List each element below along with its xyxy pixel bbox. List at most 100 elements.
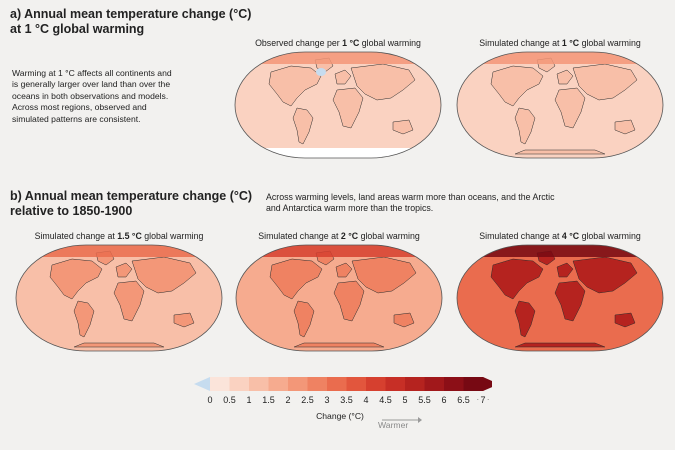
caption-text: Simulated change at [479,38,562,48]
section-b-title: b) Annual mean temperature change (°C) r… [10,189,252,219]
colorbar-tick-label: 0 [207,395,213,405]
continent-outline [269,258,323,300]
section-a-desc-line: simulated patterns are consistent. [12,113,141,124]
colorbar-segment [327,377,347,391]
colorbar-tick-label: 3.5 [340,395,353,405]
continent-outline [556,262,574,278]
map-border [15,244,223,352]
colorbar-segment [288,377,308,391]
colorbar-segment [463,377,484,391]
world-map-observed-1c [234,51,442,159]
world-map-simulated-1c [456,51,664,159]
continent-outline [554,280,586,322]
map-border [456,51,664,159]
colorbar-tick-label: 2.5 [301,395,314,405]
colorbar-segment [346,377,367,391]
warmer-arrow-icon [382,417,422,423]
arctic-band [457,245,663,257]
colorbar-tick-label: 6.5 [457,395,470,405]
caption-text: Simulated change at [34,231,118,241]
caption-level: 4 °C [561,231,580,241]
map-border [456,244,664,352]
continent-outline [514,107,536,145]
continent-outline [572,256,638,294]
colorbar-tick-label: 1.5 [262,395,275,405]
map-caption-simulated-2c: Simulated change at 2 °C global warming [234,231,444,241]
caption-text: global warming [359,38,421,48]
colorbar-segment [366,377,386,391]
section-a-description: Warming at 1 °C affects all continents a… [12,68,172,125]
continent-outline [351,256,417,294]
continent-outline [350,63,416,101]
colorbar-segment [210,377,230,391]
map-caption-simulated-1c: Simulated change at 1 °C global warming [455,38,665,48]
colorbar-segment [268,377,289,391]
continent-outline [514,300,536,338]
colorbar-tick-label: 4.5 [379,395,392,405]
section-a-title-line2: at 1 °C global warming [10,22,145,36]
world-map-simulated-2c [235,244,443,352]
map-caption-simulated-1-5c: Simulated change at 1.5 °C global warmin… [14,231,224,241]
colorbar-tick-label: 6 [441,395,447,405]
continent-outline [335,262,353,278]
colorbar [194,377,492,391]
colorbar-segment [405,377,425,391]
colorbar-segment [307,377,328,391]
caption-text: Simulated change at [479,231,562,241]
no-data-region [235,148,441,158]
continent-outline [293,342,385,348]
colorbar-segment [385,377,406,391]
section-a-desc-line: is generally larger over land than over … [12,79,171,90]
map-border [234,51,442,159]
continent-outline [131,256,197,294]
continent-outline [334,69,352,85]
continent-outline [292,107,314,145]
section-b-description: Across warming levels, land areas warm m… [266,192,554,215]
continent-outline [490,258,544,300]
continent-outline [293,300,315,338]
caption-text: global warming [579,231,641,241]
continent-outline [173,312,195,328]
section-a-desc-line: Warming at 1 °C affects all continents a… [12,68,172,78]
section-a-desc-line: Across most regions, observed and [12,102,147,113]
continent-outline [332,87,364,129]
caption-text: global warming [141,231,204,241]
colorbar-segment [444,377,464,391]
continent-outline [115,262,133,278]
arctic-band [236,245,442,257]
colorbar-positive-arrow [483,377,492,391]
section-b-title-line1: b) Annual mean temperature change (°C) [10,189,253,203]
caption-text: Observed change per [255,38,343,48]
colorbar-tick-label: 2 [285,395,291,405]
map-border [235,244,443,352]
continent-outline [392,119,414,135]
cooling-patch [316,68,326,76]
colorbar-label: Change (°C) [316,411,364,421]
caption-level: 1 °C [561,38,580,48]
colorbar-tick-label: 5 [402,395,408,405]
caption-level: 1 °C [342,38,360,48]
colorbar-tick-label: 7 [480,395,486,405]
colorbar-tick-label: 5.5 [418,395,431,405]
colorbar-dots: · · · [476,394,490,404]
arctic-band [457,52,663,64]
continent-outline [514,149,606,155]
continent-outline [614,312,636,328]
colorbar-tick-label: 0.5 [223,395,236,405]
colorbar-tick-label: 1 [246,395,252,405]
continent-outline [333,280,365,322]
section-b-title-line2: relative to 1850-1900 [10,204,133,218]
colorbar-tick-label: 4 [363,395,369,405]
arctic-band [16,245,222,257]
colorbar-negative-arrow [194,377,210,391]
continent-outline [514,342,606,348]
caption-level: 2 °C [340,231,359,241]
section-b-desc-line: and Antarctica warm more than the tropic… [266,203,434,214]
caption-text: global warming [358,231,420,241]
continent-outline [73,342,165,348]
colorbar-segment [249,377,269,391]
continent-outline [113,280,145,322]
section-a-title-line1: a) Annual mean temperature change (°C) [10,7,252,21]
caption-level: 1.5 °C [117,231,142,241]
continent-outline [268,65,322,107]
